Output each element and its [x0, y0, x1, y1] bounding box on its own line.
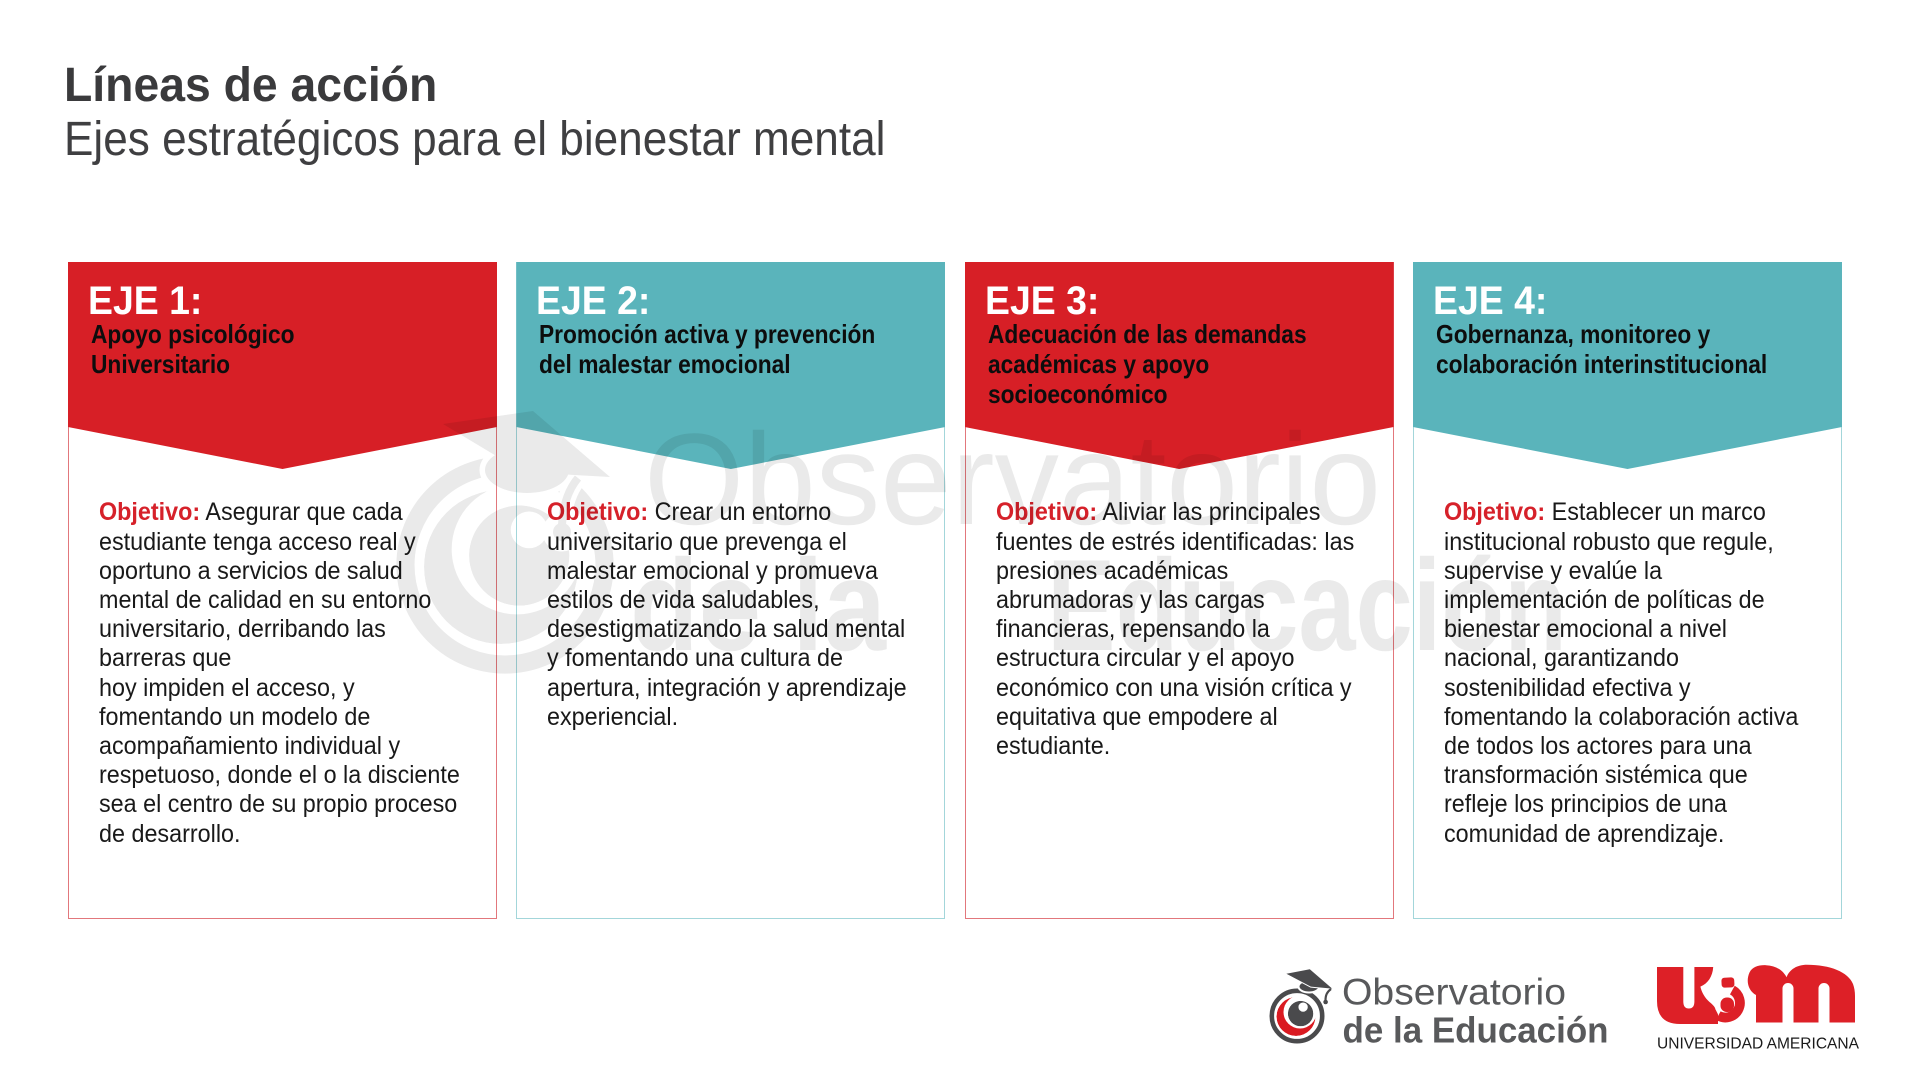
svg-text:Observatorio: Observatorio: [1342, 971, 1566, 1013]
svg-text:UNIVERSIDAD AMERICANA: UNIVERSIDAD AMERICANA: [1657, 1036, 1860, 1053]
svg-text:de la Educación: de la Educación: [1343, 1010, 1609, 1051]
